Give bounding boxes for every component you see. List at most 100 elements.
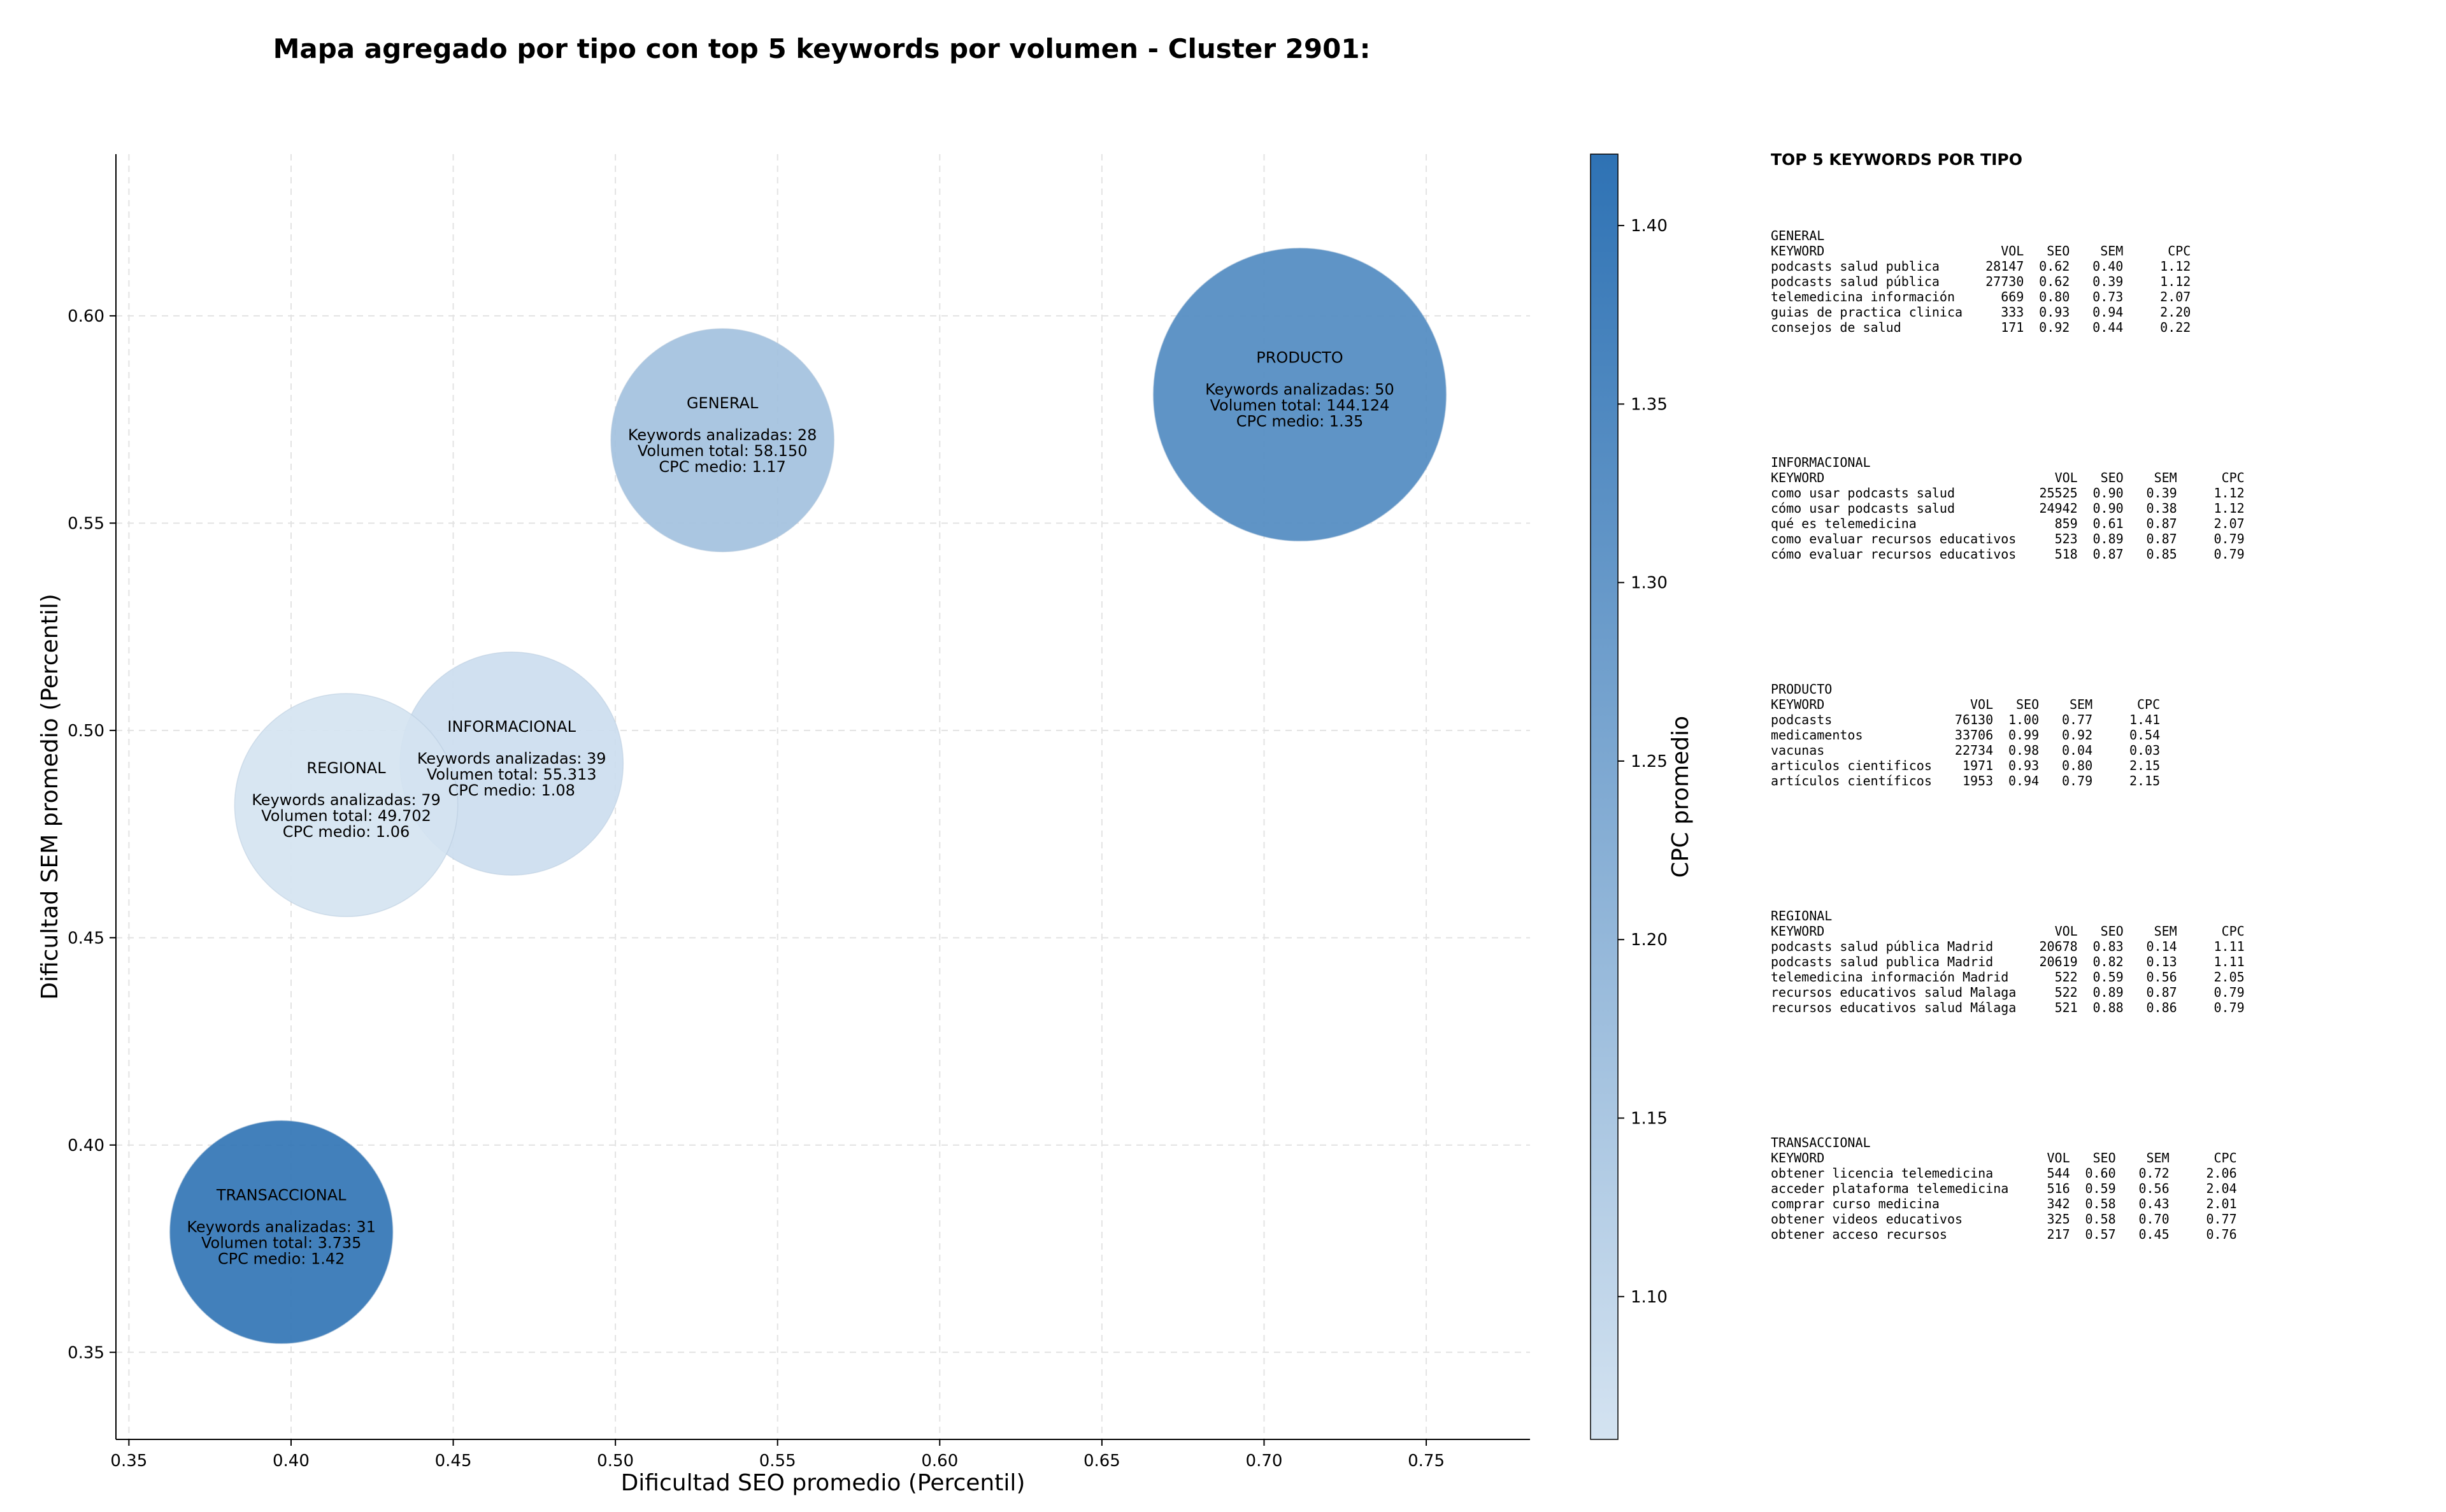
value-cell: 669 — [2001, 289, 2024, 304]
col-header-cpc: CPC — [2137, 697, 2161, 712]
x-tick-label-3: 0.50 — [597, 1451, 634, 1471]
value-cell: 1.00 — [2008, 712, 2040, 727]
value-cell: 2.15 — [2129, 773, 2161, 788]
x-tick-label-7: 0.70 — [1246, 1451, 1283, 1471]
value-cell: 27730 — [1985, 274, 2024, 289]
bubble-label-transaccional-3: Volumen total: 3.735 — [201, 1234, 361, 1252]
value-cell: 0.94 — [2092, 304, 2124, 320]
value-cell: 0.22 — [2160, 320, 2191, 335]
keyword-cell: recursos educativos salud Málaga — [1771, 1000, 2017, 1015]
keyword-row: telemedicina información 669 0.80 0.73 2.07 — [1771, 289, 2191, 304]
value-cell: 0.56 — [2138, 1181, 2170, 1196]
value-cell: 171 — [2001, 320, 2024, 335]
bubble-label-regional-2: Keywords analizadas: 79 — [252, 791, 441, 809]
bubble-producto — [1152, 247, 1447, 542]
value-cell: 0.57 — [2085, 1227, 2116, 1242]
value-cell: 0.85 — [2146, 546, 2177, 562]
bubble-label-producto-3: Volumen total: 144.124 — [1210, 397, 1390, 415]
value-cell: 521 — [2054, 1000, 2078, 1015]
bubble-label-general-3: Volumen total: 58.150 — [638, 442, 808, 460]
x-tick-label-8: 0.75 — [1408, 1451, 1445, 1471]
y-tick-label-3: 0.50 — [68, 722, 104, 741]
keyword-row: medicamentos 33706 0.99 0.92 0.54 — [1771, 727, 2160, 743]
keyword-row: consejos de salud 171 0.92 0.44 0.22 — [1771, 320, 2191, 335]
value-cell: 2.07 — [2214, 516, 2245, 531]
value-cell: 0.62 — [2039, 259, 2070, 274]
col-header-seo: SEO — [2016, 697, 2040, 712]
col-header-keyword: KEYWORD — [1771, 697, 1825, 712]
value-cell: 0.87 — [2092, 546, 2124, 562]
value-cell: 0.45 — [2138, 1227, 2170, 1242]
keyword-row: comprar curso medicina 342 0.58 0.43 2.01 — [1771, 1196, 2237, 1211]
keyword-row: podcasts salud pública Madrid 20678 0.83 0.… — [1771, 939, 2245, 954]
value-cell: 0.73 — [2092, 289, 2124, 304]
colorbar-tick-label-1: 1.15 — [1631, 1109, 1668, 1129]
type-block-header: KEYWORD VOL SEO SEM CPC — [1771, 697, 2160, 712]
col-header-keyword: KEYWORD — [1771, 924, 1825, 939]
x-tick-label-4: 0.55 — [759, 1451, 796, 1471]
keyword-row: articulos cientificos 1971 0.93 0.80 2.15 — [1771, 758, 2160, 773]
type-block-general: GENERAL KEYWORD VOL SEO SEM CPC podcasts salud… — [1771, 228, 2191, 335]
keyword-cell: consejos de salud — [1771, 320, 1901, 335]
keyword-cell: cómo usar podcasts salud — [1771, 501, 1955, 516]
keyword-row: acceder plataforma telemedicina 516 0.59 0.… — [1771, 1181, 2237, 1196]
value-cell: 325 — [2047, 1211, 2070, 1227]
col-header-cpc: CPC — [2221, 470, 2245, 485]
x-tick-label-5: 0.60 — [921, 1451, 958, 1471]
value-cell: 516 — [2047, 1181, 2070, 1196]
bubble-general — [610, 328, 835, 553]
value-cell: 0.59 — [2092, 969, 2124, 985]
bubble-label-informacional-0: INFORMACIONAL — [447, 718, 576, 736]
bubble-label-informacional-4: CPC medio: 1.08 — [448, 781, 575, 799]
value-cell: 544 — [2047, 1166, 2070, 1181]
keyword-row: como evaluar recursos educativos 523 0.89 0… — [1771, 531, 2245, 546]
value-cell: 0.89 — [2092, 985, 2124, 1000]
keyword-cell: como usar podcasts salud — [1771, 485, 1955, 501]
y-tick-label-5: 0.60 — [68, 307, 104, 326]
value-cell: 0.87 — [2146, 516, 2177, 531]
keyword-cell: acceder plataforma telemedicina — [1771, 1181, 2009, 1196]
value-cell: 0.92 — [2061, 727, 2093, 743]
colorbar-tick-label-6: 1.40 — [1631, 217, 1668, 236]
x-tick-label-0: 0.35 — [110, 1451, 147, 1471]
value-cell: 20678 — [2039, 939, 2078, 954]
value-cell: 0.86 — [2146, 1000, 2177, 1015]
type-block-title: PRODUCTO — [1771, 681, 1833, 697]
value-cell: 0.87 — [2146, 985, 2177, 1000]
bubble-label-informacional-2: Keywords analizadas: 39 — [417, 750, 606, 767]
y-tick-label-4: 0.55 — [68, 514, 104, 533]
value-cell: 0.82 — [2092, 954, 2124, 969]
keyword-row: como usar podcasts salud 25525 0.90 0.39 1.1… — [1771, 485, 2245, 501]
value-cell: 1.41 — [2129, 712, 2161, 727]
bubble-regional — [234, 693, 459, 917]
keyword-cell: guias de practica clinica — [1771, 304, 1963, 320]
bubble-label-producto-4: CPC medio: 1.35 — [1236, 413, 1364, 431]
keyword-row: qué es telemedicina 859 0.61 0.87 2.07 — [1771, 516, 2245, 531]
type-block-regional: REGIONAL KEYWORD VOL SEO SEM CPC podcasts salu… — [1771, 908, 2245, 1015]
value-cell: 0.79 — [2061, 773, 2093, 788]
col-header-sem: SEM — [2154, 924, 2177, 939]
keyword-cell: obtener licencia telemedicina — [1771, 1166, 1994, 1181]
value-cell: 1953 — [1962, 773, 1994, 788]
keyword-row: recursos educativos salud Malaga 522 0.89 0… — [1771, 985, 2245, 1000]
keyword-cell: podcasts salud pública Madrid — [1771, 939, 1994, 954]
type-block-informacional: INFORMACIONAL KEYWORD VOL SEO SEM CPC como usa… — [1771, 455, 2245, 562]
col-header-keyword: KEYWORD — [1771, 243, 1825, 259]
bubble-label-producto-0: PRODUCTO — [1256, 349, 1343, 367]
keyword-row: obtener licencia telemedicina 544 0.60 0.72… — [1771, 1166, 2237, 1181]
col-header-vol: VOL — [2054, 924, 2078, 939]
value-cell: 33706 — [1954, 727, 1994, 743]
type-block-producto: PRODUCTO KEYWORD VOL SEO SEM CPC podcasts 76130… — [1771, 681, 2160, 788]
value-cell: 0.60 — [2085, 1166, 2116, 1181]
value-cell: 0.39 — [2146, 485, 2177, 501]
value-cell: 2.20 — [2160, 304, 2191, 320]
keyword-cell: telemedicina información Madrid — [1771, 969, 2009, 985]
keyword-row: podcasts salud publica Madrid 20619 0.82 0.… — [1771, 954, 2245, 969]
col-header-keyword: KEYWORD — [1771, 1150, 1825, 1166]
value-cell: 0.79 — [2214, 531, 2245, 546]
col-header-vol: VOL — [2054, 470, 2078, 485]
value-cell: 20619 — [2039, 954, 2078, 969]
value-cell: 0.72 — [2138, 1166, 2170, 1181]
value-cell: 28147 — [1985, 259, 2024, 274]
